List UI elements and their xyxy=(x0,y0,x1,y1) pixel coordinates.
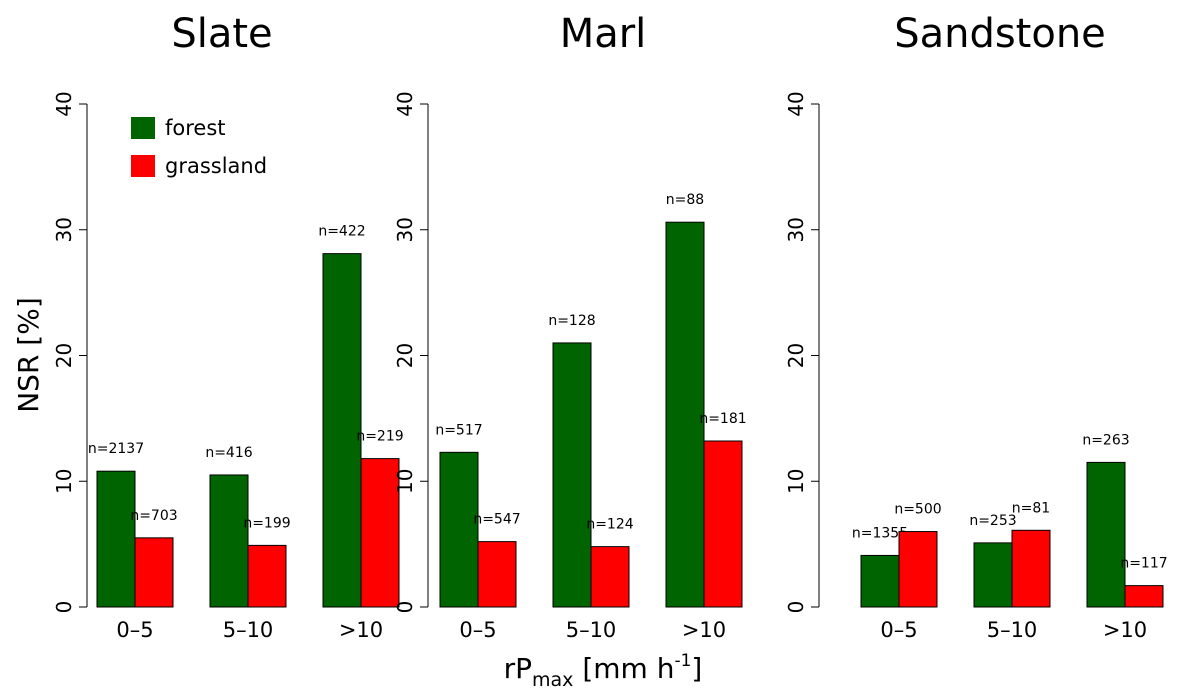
x-tick-label: >10 xyxy=(682,618,726,642)
bar xyxy=(860,554,900,608)
x-tick-label: >10 xyxy=(1103,618,1147,642)
x-label-main: rP xyxy=(504,652,532,685)
panel-title: Sandstone xyxy=(894,11,1106,57)
x-tick-label: 0–5 xyxy=(459,618,496,642)
bar xyxy=(1011,529,1051,608)
n-label: n=199 xyxy=(243,515,290,531)
n-label: n=500 xyxy=(894,502,941,518)
n-label: n=517 xyxy=(435,422,482,438)
y-tick-label: 0 xyxy=(784,601,808,614)
x-tick-label: 5–10 xyxy=(566,618,617,642)
bar xyxy=(665,221,705,608)
x-tick-label: 0–5 xyxy=(116,618,153,642)
n-label: n=181 xyxy=(699,411,746,427)
n-label: n=1355 xyxy=(852,525,908,541)
legend-label: grassland xyxy=(165,154,267,178)
bar xyxy=(360,458,400,608)
y-tick-label: 20 xyxy=(52,343,76,368)
y-tick-label: 40 xyxy=(784,91,808,116)
x-label-unit: [mm h xyxy=(573,652,674,685)
x-axis-label: rPmax [mm h-1] xyxy=(504,651,703,691)
y-tick-label: 20 xyxy=(393,343,417,368)
x-tick-label: 0–5 xyxy=(880,618,917,642)
y-tick-label: 10 xyxy=(52,469,76,494)
n-label: n=124 xyxy=(586,517,633,533)
x-label-close: ] xyxy=(691,652,702,685)
bar xyxy=(1086,461,1126,608)
bar xyxy=(209,474,249,608)
bar xyxy=(898,531,938,608)
x-tick-label: 5–10 xyxy=(223,618,274,642)
panel-title: Slate xyxy=(171,11,272,57)
n-label: n=117 xyxy=(1120,556,1167,572)
n-label: n=416 xyxy=(205,445,252,461)
x-label-sub: max xyxy=(532,669,573,691)
n-label: n=88 xyxy=(666,192,704,208)
y-tick-label: 30 xyxy=(52,217,76,242)
n-label: n=422 xyxy=(318,224,365,240)
x-tick-label: >10 xyxy=(339,618,383,642)
bar xyxy=(96,470,136,608)
panel-title: Marl xyxy=(560,11,647,57)
bar xyxy=(322,253,362,608)
y-tick-label: 30 xyxy=(393,217,417,242)
legend-swatch xyxy=(131,117,155,139)
n-label: n=703 xyxy=(130,508,177,524)
y-tick-label: 40 xyxy=(52,91,76,116)
bar xyxy=(590,546,630,608)
y-tick-label: 20 xyxy=(784,343,808,368)
bar xyxy=(1124,585,1164,608)
y-axis-label: NSR [%] xyxy=(12,297,45,413)
x-label-sup: -1 xyxy=(674,651,691,671)
legend-swatch xyxy=(131,155,155,177)
n-label: n=253 xyxy=(969,513,1016,529)
bar xyxy=(973,542,1013,608)
n-label: n=263 xyxy=(1082,432,1129,448)
y-tick-label: 0 xyxy=(393,601,417,614)
legend-label: forest xyxy=(165,116,226,140)
bar xyxy=(247,544,287,608)
bar xyxy=(552,342,592,608)
y-tick-label: 30 xyxy=(784,217,808,242)
y-tick-label: 0 xyxy=(52,601,76,614)
y-tick-label: 10 xyxy=(393,469,417,494)
bar xyxy=(439,451,479,608)
n-label: n=81 xyxy=(1012,500,1050,516)
y-tick-label: 40 xyxy=(393,91,417,116)
bar xyxy=(134,537,174,608)
n-label: n=219 xyxy=(356,429,403,445)
bar xyxy=(703,440,743,608)
n-label: n=128 xyxy=(548,313,595,329)
n-label: n=2137 xyxy=(88,441,144,457)
x-tick-label: 5–10 xyxy=(987,618,1038,642)
y-tick-label: 10 xyxy=(784,469,808,494)
bar xyxy=(477,541,517,608)
n-label: n=547 xyxy=(473,512,520,528)
